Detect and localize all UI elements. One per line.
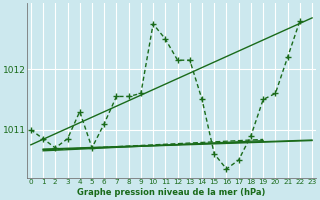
X-axis label: Graphe pression niveau de la mer (hPa): Graphe pression niveau de la mer (hPa) [77, 188, 266, 197]
